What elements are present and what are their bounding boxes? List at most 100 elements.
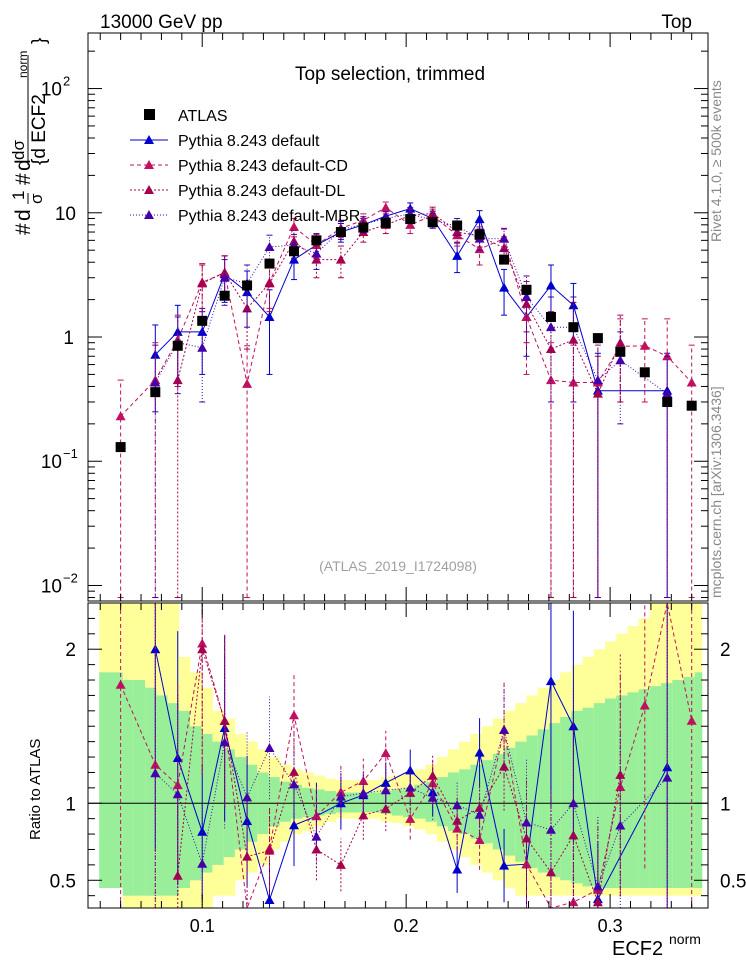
series-mbr-line: [154, 213, 668, 395]
ratio-mbr-point: [264, 742, 275, 752]
ratio-band-1sigma: [369, 792, 382, 813]
atlas-data-point: [405, 214, 416, 225]
ratio-mbr-point: [242, 792, 253, 802]
ratio-band-1sigma: [99, 672, 112, 888]
main-y-tick-exponent: 2: [63, 74, 70, 89]
atlas-data-point: [150, 387, 161, 398]
ratio-band-1sigma: [593, 703, 606, 888]
ratio-mbr-point: [545, 824, 556, 834]
atlas-data-point: [172, 340, 183, 351]
series-cd-point: [474, 244, 485, 254]
y-label-close-brace: }: [29, 38, 50, 44]
ratio-dl-line: [177, 649, 621, 905]
ratio-band-1sigma: [694, 672, 703, 888]
series-mbr-point: [499, 233, 510, 243]
main-plot-area: [115, 201, 697, 599]
ratio-band-1sigma: [481, 760, 494, 844]
ratio-band-1sigma: [571, 710, 583, 884]
series-mbr-point: [592, 375, 603, 385]
y-label-hash2: #: [12, 173, 35, 185]
series-dl-point: [568, 334, 579, 344]
ratio-cd-point: [686, 715, 697, 725]
ratio-dl-point: [358, 810, 369, 820]
atlas-data-point: [545, 311, 556, 322]
legend-cd-marker: [144, 160, 154, 169]
ratio-band-1sigma: [302, 787, 314, 818]
analysis-watermark: (ATLAS_2019_I1724098): [319, 558, 477, 574]
ratio-mbr-point: [662, 772, 673, 782]
main-y-tick-exponent: −2: [63, 570, 78, 585]
ratio-band-1sigma: [537, 729, 550, 873]
series-cd-point: [115, 411, 126, 421]
y-label-superscript: norm: [16, 51, 30, 78]
ratio-band-1sigma: [380, 790, 393, 815]
ratio-cd-point: [288, 710, 299, 720]
ratio-cd-point: [172, 780, 183, 790]
energy-label: 13000 GeV pp: [100, 12, 223, 33]
series-default-point: [264, 311, 275, 321]
atlas-data-point: [197, 315, 208, 326]
ratio-band-1sigma: [145, 687, 157, 896]
atlas-data-point: [335, 227, 346, 238]
legend-default-label: Pythia 8.243 default: [178, 133, 320, 150]
ratio-default-point: [288, 820, 299, 830]
series-dl-point: [172, 375, 183, 385]
y-label-denominator: {d ECF2: [29, 94, 50, 165]
series-mbr-point: [264, 242, 275, 252]
ratio-band-1sigma: [279, 781, 292, 822]
ratio-band-1sigma: [492, 753, 505, 850]
series-default-point: [288, 254, 299, 264]
ratio-mbr-point: [358, 788, 369, 798]
ratio-dl-point: [452, 815, 463, 825]
x-tick-label: 0.1: [190, 916, 215, 936]
y-label-hash1: #: [12, 223, 35, 235]
main-panel-frame: [87, 32, 709, 602]
ratio-cd-point: [115, 679, 126, 689]
main-y-tick-label: 10: [41, 452, 62, 473]
ratio-band-1sigma: [560, 716, 572, 881]
main-y-tick-exponent: −1: [63, 446, 78, 461]
atlas-data-point: [242, 280, 253, 291]
ratio-cd-point: [197, 638, 208, 648]
series-mbr-point: [150, 377, 161, 387]
atlas-data-point: [592, 333, 603, 344]
ratio-band-1sigma: [582, 707, 595, 887]
series-default-point: [452, 250, 463, 260]
ratio-band-1sigma: [313, 789, 325, 816]
series-cd-point: [568, 377, 579, 387]
atlas-data-point: [427, 217, 438, 228]
ratio-y-axis-label: Ratio to ATLAS: [27, 739, 44, 840]
ratio-band-1sigma: [414, 784, 426, 819]
ratio-band-1sigma: [616, 695, 628, 888]
series-cd-point: [288, 221, 299, 231]
ratio-band-1sigma: [672, 680, 684, 888]
atlas-data-point: [662, 396, 673, 407]
y-label-numerator: dσ: [9, 140, 28, 160]
atlas-data-point: [219, 290, 230, 301]
series-cd-point: [242, 378, 253, 388]
ratio-y-tick-label-right: 1: [720, 794, 731, 815]
ratio-dl-point: [197, 644, 208, 654]
main-y-tick-label: 10: [41, 80, 62, 101]
main-y-axis-label: # d 1 σ # d dσ {d ECF2 norm }: [9, 38, 50, 235]
x-axis-label: ECF2: [612, 938, 663, 960]
series-mbr-point: [219, 272, 230, 282]
atlas-data-point: [358, 222, 369, 233]
ratio-y-tick-label: 0.5: [50, 871, 76, 892]
main-y-tick-label: 1: [63, 328, 74, 349]
ratio-band-1sigma: [459, 769, 471, 835]
atlas-data-point: [311, 235, 322, 246]
ratio-dl-point: [405, 787, 416, 797]
ratio-band-1sigma: [470, 764, 483, 839]
ratio-mbr-line: [154, 727, 668, 889]
ratio-band-1sigma: [133, 680, 146, 896]
ratio-default-point: [474, 747, 485, 757]
atlas-data-point: [264, 258, 275, 269]
ratio-y-tick-label-right: 0.5: [720, 871, 746, 892]
ratio-band-1sigma: [167, 703, 180, 896]
series-cd-point: [405, 219, 416, 229]
main-x-axis-ticks: [99, 33, 693, 601]
series-mbr-point: [545, 322, 556, 332]
ratio-band-1sigma: [290, 784, 303, 819]
